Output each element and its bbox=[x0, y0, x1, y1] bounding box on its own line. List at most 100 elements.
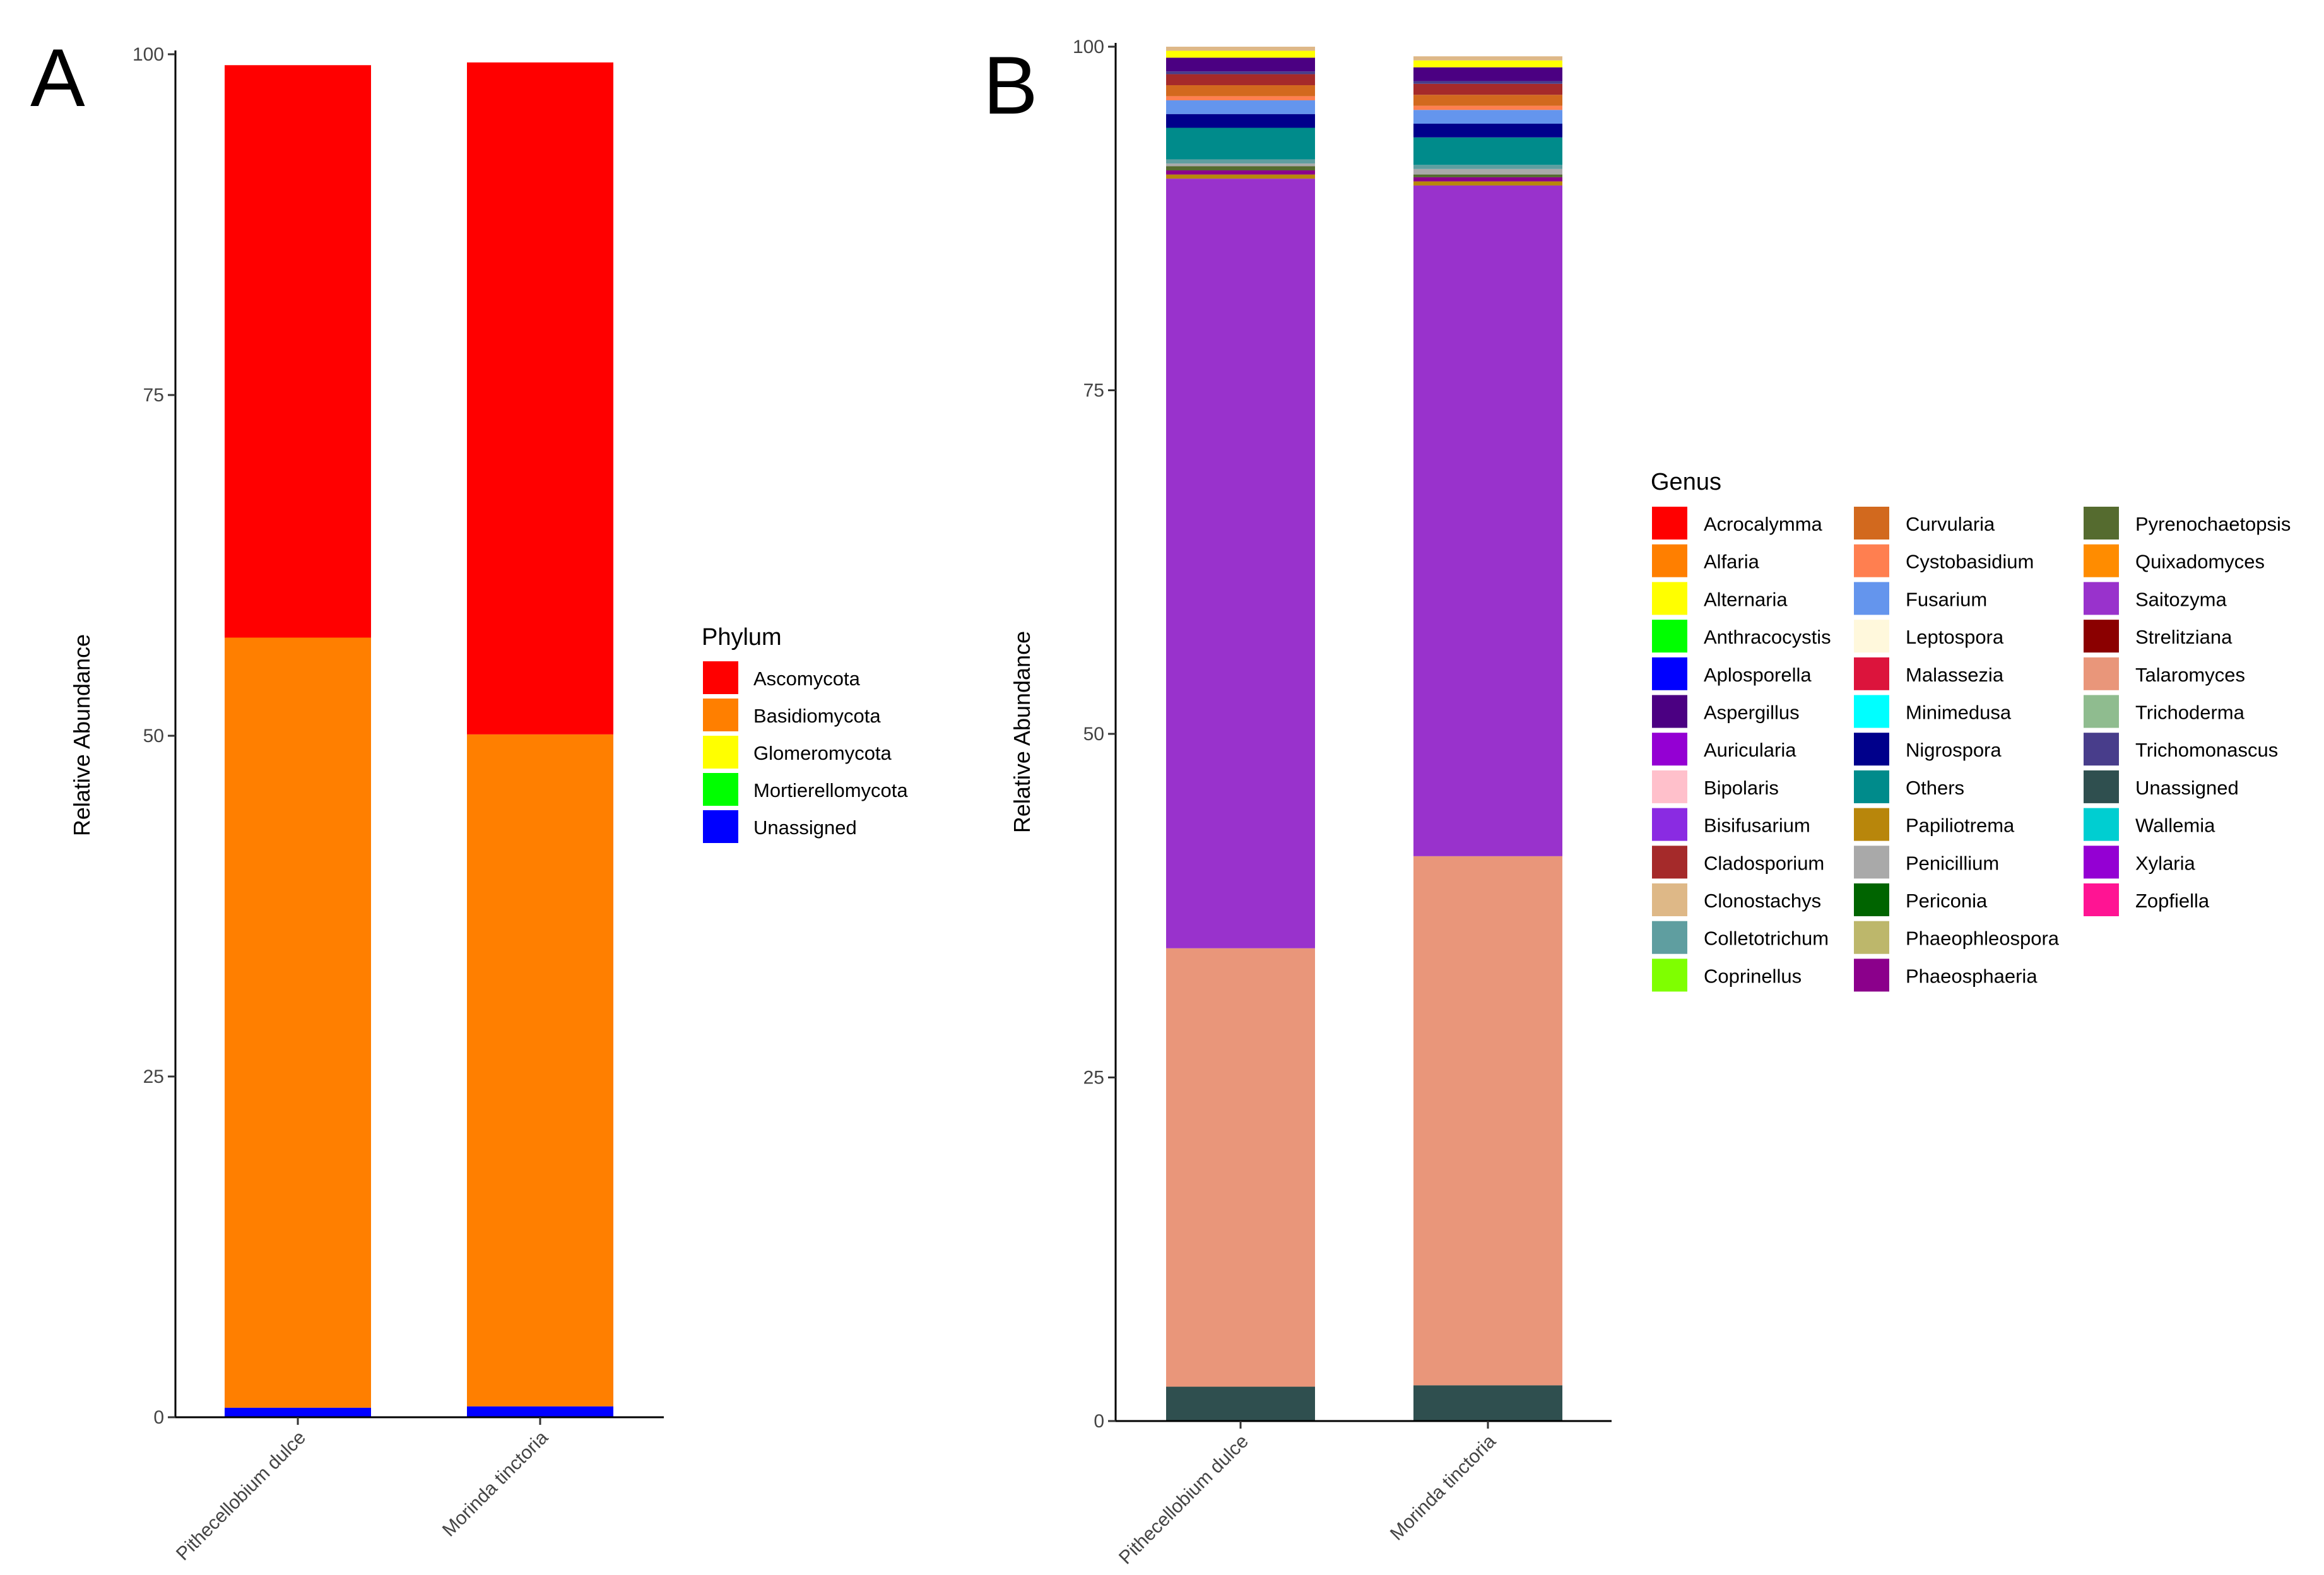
bar-segment-morinda-tinctoria-cystobasidium bbox=[1413, 105, 1562, 110]
panel-a-bars bbox=[225, 62, 613, 1417]
legend-swatch-unassigned bbox=[703, 810, 738, 843]
legend-swatch-coprinellus bbox=[1652, 959, 1687, 992]
panel-b-y-axis-label: Relative Abundance bbox=[1009, 631, 1035, 833]
panel-a-legend: Phylum Ascomycota Basidiomycota Glomeromyc… bbox=[702, 624, 908, 843]
legend-swatch-penicillium bbox=[1854, 846, 1889, 879]
legend-label-colletotrichum: Colletotrichum bbox=[1704, 928, 1829, 950]
legend-label-papiliotrema: Papiliotrema bbox=[1906, 815, 2015, 837]
panel-b-bars bbox=[1166, 47, 1562, 1421]
legend-swatch-nigrospora bbox=[1854, 733, 1889, 766]
bar-segment-morinda-tinctoria-pyrenochaetopsis bbox=[1413, 174, 1562, 177]
legend-swatch-glomeromycota bbox=[703, 736, 738, 769]
y-tick-label: 100 bbox=[133, 44, 164, 65]
bar-segment-pithecellobium-dulce-saitozyma bbox=[1166, 179, 1315, 948]
bar-segment-pithecellobium-dulce-cladosporium bbox=[1166, 74, 1315, 85]
legend-swatch-auricularia bbox=[1652, 733, 1687, 766]
bar-segment-morinda-tinctoria-unassigned bbox=[1413, 1385, 1562, 1421]
legend-swatch-xylaria bbox=[2084, 846, 2119, 879]
legend-label-cladosporium: Cladosporium bbox=[1704, 852, 1824, 874]
x-category-label: Pithecellobium dulce bbox=[172, 1427, 310, 1565]
y-tick-label: 50 bbox=[1083, 724, 1104, 745]
legend-label-clonostachys: Clonostachys bbox=[1704, 890, 1821, 912]
panel-a-legend-title: Phylum bbox=[702, 624, 782, 651]
legend-label-anthracocystis: Anthracocystis bbox=[1704, 626, 1831, 648]
legend-label-aplosporella: Aplosporella bbox=[1704, 664, 1812, 686]
legend-label-bisifusarium: Bisifusarium bbox=[1704, 815, 1810, 837]
legend-label-phaeosphaeria: Phaeosphaeria bbox=[1906, 965, 2038, 987]
panel-b-legend: Genus Acrocalymma Alfaria Alternaria Anthra… bbox=[1651, 469, 2291, 992]
legend-label-acrocalymma: Acrocalymma bbox=[1704, 513, 1823, 535]
x-category-label: Morinda tinctoria bbox=[439, 1427, 552, 1540]
legend-label-leptospora: Leptospora bbox=[1906, 626, 2004, 648]
legend-label-unassigned: Unassigned bbox=[753, 817, 857, 839]
y-tick-label: 25 bbox=[1083, 1068, 1104, 1088]
legend-swatch-periconia bbox=[1854, 883, 1889, 916]
panel-a-letter: A bbox=[30, 32, 85, 124]
y-tick-label: 75 bbox=[143, 385, 164, 406]
legend-label-trichomonascus: Trichomonascus bbox=[2135, 739, 2278, 761]
legend-swatch-cladosporium bbox=[1652, 846, 1687, 879]
bar-segment-pithecellobium-dulce-unassigned bbox=[1166, 1386, 1315, 1421]
legend-swatch-cystobasidium bbox=[1854, 544, 1889, 577]
legend-swatch-alfaria bbox=[1652, 544, 1687, 577]
legend-swatch-trichoderma bbox=[2084, 695, 2119, 728]
bar-segment-morinda-tinctoria-others bbox=[1413, 137, 1562, 165]
bar-segment-pithecellobium-dulce-papiliotrema bbox=[1166, 174, 1315, 179]
legend-label-mortierellomycota: Mortierellomycota bbox=[753, 779, 908, 801]
legend-swatch-pyrenochaetopsis bbox=[2084, 507, 2119, 540]
bar-segment-morinda-tinctoria-aspergillus bbox=[1413, 67, 1562, 81]
bar-segment-pithecellobium-dulce-unassigned bbox=[225, 1407, 371, 1417]
legend-label-bipolaris: Bipolaris bbox=[1704, 777, 1779, 799]
legend-label-talaromyces: Talaromyces bbox=[2135, 664, 2245, 686]
legend-swatch-malassezia bbox=[1854, 657, 1889, 690]
bar-segment-morinda-tinctoria-fusarium bbox=[1413, 110, 1562, 124]
legend-label-xylaria: Xylaria bbox=[2135, 852, 2196, 874]
legend-label-basidiomycota: Basidiomycota bbox=[753, 705, 881, 727]
y-tick-label: 50 bbox=[143, 726, 164, 746]
panel-a: A Relative Abundance 0 25 50 75 100 Pithecell… bbox=[30, 32, 908, 1565]
legend-label-phaeophleospora: Phaeophleospora bbox=[1906, 928, 2060, 950]
legend-swatch-quixadomyces bbox=[2084, 544, 2119, 577]
bar-segment-pithecellobium-dulce-alternaria bbox=[1166, 50, 1315, 58]
bar-segment-morinda-tinctoria-unassigned bbox=[467, 1406, 613, 1417]
legend-label-penicillium: Penicillium bbox=[1906, 852, 1999, 874]
panel-b-legend-title: Genus bbox=[1651, 469, 1721, 495]
legend-swatch-colletotrichum bbox=[1652, 921, 1687, 954]
bar-segment-morinda-tinctoria-ascomycota bbox=[467, 62, 613, 734]
legend-label-others: Others bbox=[1906, 777, 1964, 799]
legend-swatch-aspergillus bbox=[1652, 695, 1687, 728]
y-tick-label: 75 bbox=[1083, 380, 1104, 401]
legend-label-cystobasidium: Cystobasidium bbox=[1906, 551, 2034, 573]
legend-label-saitozyma: Saitozyma bbox=[2135, 588, 2227, 610]
legend-swatch-bisifusarium bbox=[1652, 808, 1687, 841]
legend-label-fusarium: Fusarium bbox=[1906, 588, 1987, 610]
bar-segment-pithecellobium-dulce-basidiomycota bbox=[225, 637, 371, 1408]
bar-segment-morinda-tinctoria-alternaria bbox=[1413, 60, 1562, 68]
bar-segment-pithecellobium-dulce-cystobasidium bbox=[1166, 96, 1315, 100]
bar-segment-pithecellobium-dulce-penicillium bbox=[1166, 163, 1315, 167]
legend-label-trichoderma: Trichoderma bbox=[2135, 702, 2245, 724]
legend-swatch-basidiomycota bbox=[703, 699, 738, 731]
bar-segment-pithecellobium-dulce-ascomycota bbox=[225, 65, 371, 638]
bar-segment-morinda-tinctoria-colletotrichum bbox=[1413, 165, 1562, 169]
legend-label-coprinellus: Coprinellus bbox=[1704, 965, 1802, 987]
legend-label-aspergillus: Aspergillus bbox=[1704, 702, 1800, 724]
legend-label-periconia: Periconia bbox=[1906, 890, 1988, 912]
legend-label-strelitziana: Strelitziana bbox=[2135, 626, 2233, 648]
bar-segment-pithecellobium-dulce-talaromyces bbox=[1166, 948, 1315, 1387]
y-tick-label: 100 bbox=[1073, 37, 1104, 57]
bar-segment-morinda-tinctoria-phaeosphaeria bbox=[1413, 177, 1562, 182]
bar-segment-morinda-tinctoria-curvularia bbox=[1413, 95, 1562, 106]
legend-swatch-trichomonascus bbox=[2084, 733, 2119, 766]
bar-segment-morinda-tinctoria-saitozyma bbox=[1413, 185, 1562, 856]
legend-label-glomeromycota: Glomeromycota bbox=[753, 742, 892, 764]
panel-a-y-axis-label: Relative Abundance bbox=[69, 634, 95, 836]
legend-label-ascomycota: Ascomycota bbox=[753, 668, 861, 690]
legend-label-minimedusa: Minimedusa bbox=[1906, 702, 2012, 724]
legend-label-curvularia: Curvularia bbox=[1906, 513, 1995, 535]
bar-segment-pithecellobium-dulce-fusarium bbox=[1166, 100, 1315, 114]
bar-segment-morinda-tinctoria-talaromyces bbox=[1413, 856, 1562, 1386]
bar-segment-morinda-tinctoria-nigrospora bbox=[1413, 123, 1562, 138]
panel-b-letter: B bbox=[983, 39, 1038, 131]
legend-swatch-ascomycota bbox=[703, 661, 738, 694]
